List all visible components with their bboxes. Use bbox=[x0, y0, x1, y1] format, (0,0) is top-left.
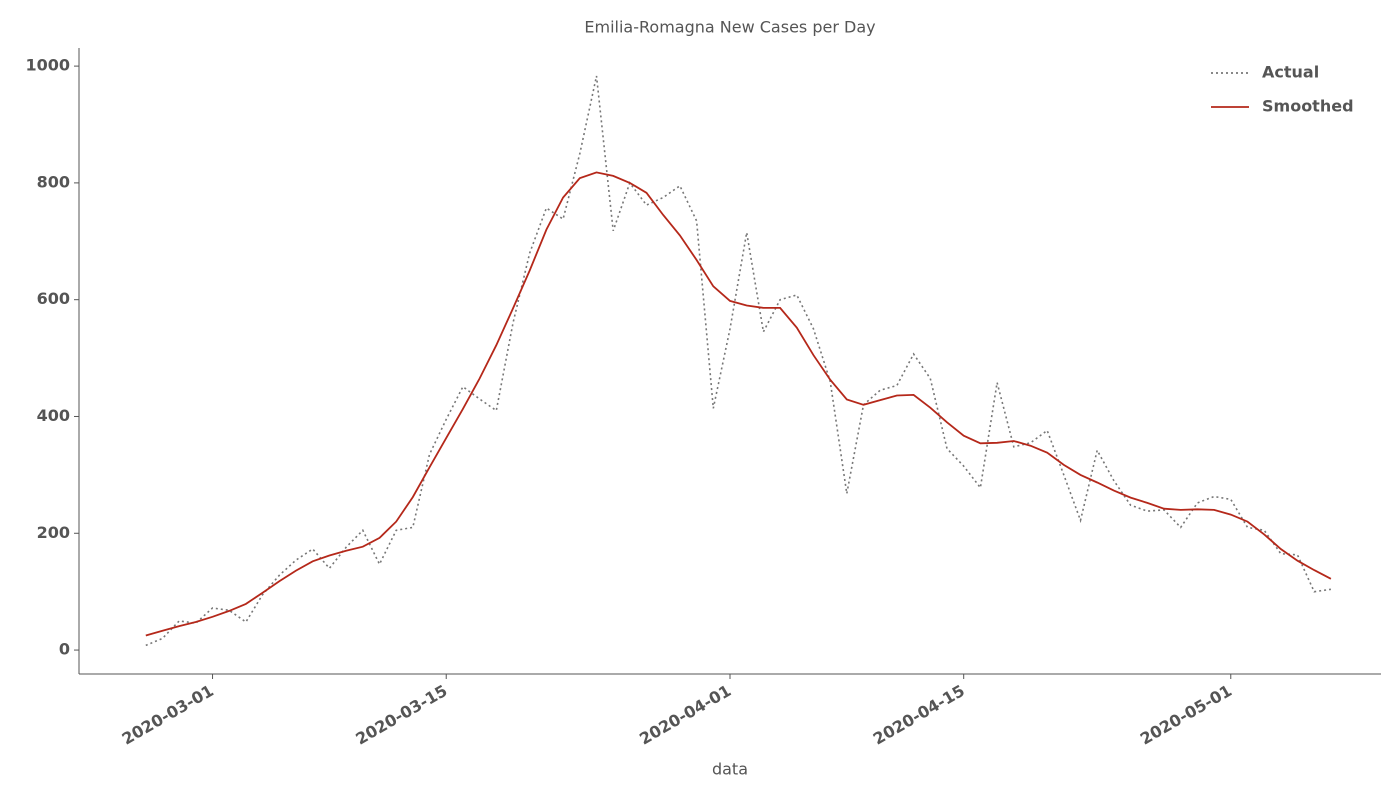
legend-label: Actual bbox=[1262, 63, 1319, 82]
y-tick-label: 1000 bbox=[25, 56, 70, 75]
y-tick-label: 800 bbox=[37, 172, 70, 191]
y-tick-label: 400 bbox=[37, 406, 70, 425]
x-tick-label: 2020-03-01 bbox=[119, 681, 217, 749]
legend-label: Smoothed bbox=[1262, 97, 1354, 116]
x-tick-label: 2020-04-15 bbox=[870, 681, 968, 749]
chart-title: Emilia-Romagna New Cases per Day bbox=[584, 18, 875, 37]
legend: Actual Smoothed bbox=[1211, 63, 1354, 116]
series-line bbox=[145, 171, 1332, 637]
y-tick-label: 200 bbox=[37, 523, 70, 542]
y-tick-label: 0 bbox=[59, 640, 70, 659]
x-tick-label: 2020-04-01 bbox=[636, 681, 734, 749]
series-line bbox=[145, 75, 1332, 647]
x-tick-label: 2020-05-01 bbox=[1137, 681, 1235, 749]
y-tick-label: 600 bbox=[37, 289, 70, 308]
x-tick-label: 2020-03-15 bbox=[352, 681, 450, 749]
x-axis-label: data bbox=[712, 760, 748, 779]
